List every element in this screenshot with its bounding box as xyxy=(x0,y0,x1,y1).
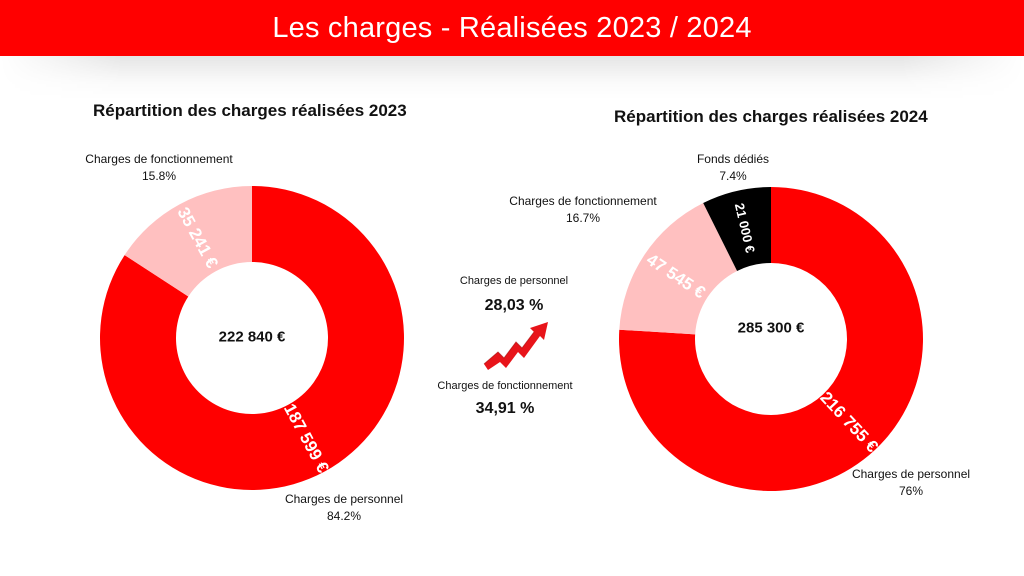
chart-2023-total: 222 840 € xyxy=(218,328,286,346)
donut-slice xyxy=(99,186,404,490)
category-name: Charges de fonctionnement xyxy=(509,194,657,208)
chart-2024-title: Répartition des charges réalisées 2024 xyxy=(614,107,928,126)
comparison-fonctionnement-label: Charges de fonctionnement xyxy=(437,380,573,392)
donut-slice xyxy=(619,202,738,335)
chart-2024-label-fonds-dedies: Fonds dédiés 7.4% xyxy=(697,151,769,185)
category-percent: 84.2% xyxy=(326,509,362,523)
comparison-personnel-label: Charges de personnel xyxy=(459,275,569,287)
category-name: Fonds dédiés xyxy=(696,152,770,166)
category-name: Charges de personnel xyxy=(284,492,404,506)
category-name: Charges de personnel xyxy=(851,467,971,481)
comparison-personnel: Charges de personnel 28,03 % xyxy=(460,275,568,315)
donut-slice xyxy=(124,186,252,297)
category-percent: 15.8% xyxy=(141,169,177,183)
comparison-fonctionnement: Charges de fonctionnement 34,91 % xyxy=(437,380,572,418)
category-name: Charges de fonctionnement xyxy=(85,152,233,166)
trend-up-arrow-icon xyxy=(483,322,548,370)
donut-slice xyxy=(619,187,923,492)
donut-slice xyxy=(703,187,771,271)
chart-2024-label-personnel: Charges de personnel 76% xyxy=(852,466,970,500)
chart-2023-title: Répartition des charges réalisées 2023 xyxy=(93,101,407,120)
page-title: Les charges - Réalisées 2023 / 2024 xyxy=(272,11,752,44)
category-percent: 7.4% xyxy=(719,169,747,183)
chart-2023-label-personnel: Charges de personnel 84.2% xyxy=(285,491,403,525)
donut-chart-2023: 187 599 €35 241 € xyxy=(99,186,404,490)
comparison-personnel-value: 28,03 % xyxy=(484,297,544,314)
header-shadow xyxy=(0,56,1024,100)
category-percent: 76% xyxy=(898,484,924,498)
header-banner: Les charges - Réalisées 2023 / 2024 xyxy=(0,0,1024,56)
chart-2024-label-fonctionnement: Charges de fonctionnement 16.7% xyxy=(509,193,656,227)
chart-2024-total: 285 300 € xyxy=(737,319,805,337)
donut-chart-2024: 216 755 €47 545 €21 000 € xyxy=(619,187,923,492)
category-percent: 16.7% xyxy=(565,211,601,225)
comparison-fonctionnement-value: 34,91 % xyxy=(475,400,535,417)
chart-2023-label-fonctionnement: Charges de fonctionnement 15.8% xyxy=(85,151,232,185)
